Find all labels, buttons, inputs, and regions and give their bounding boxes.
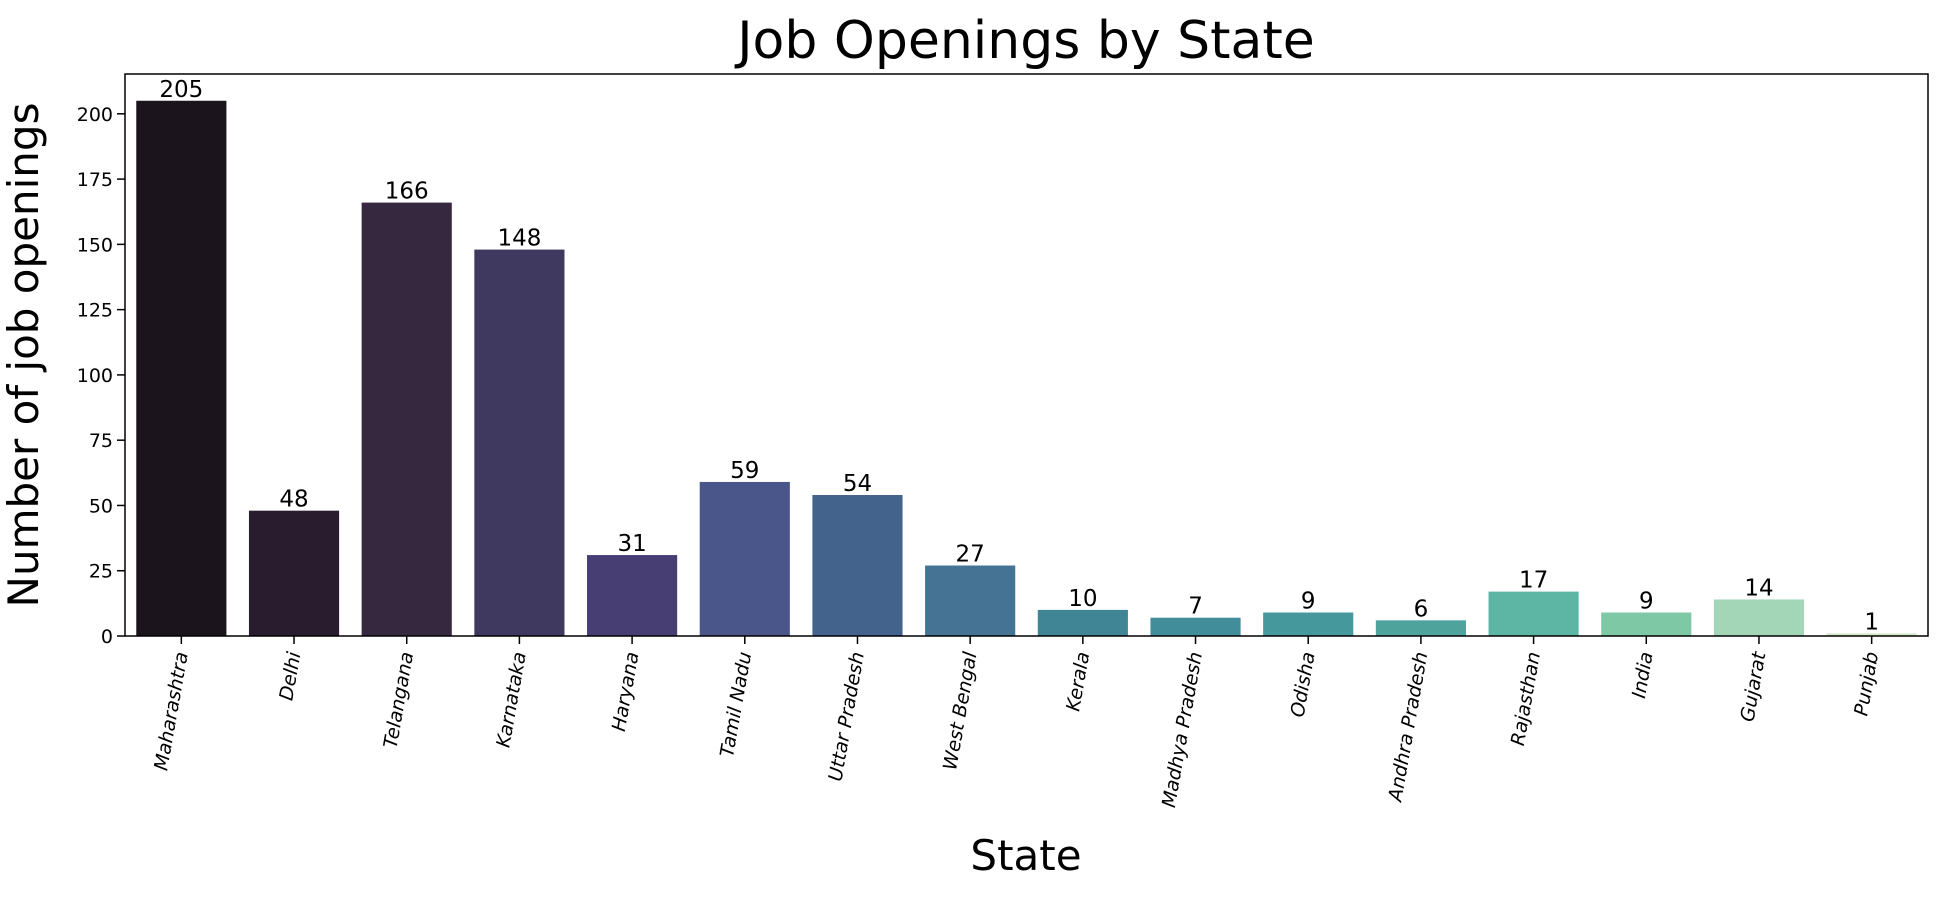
bar-value-label: 17: [1519, 568, 1548, 594]
bar-west-bengal: [925, 565, 1016, 636]
bar-value-label: 6: [1414, 596, 1429, 622]
y-tick-label: 100: [77, 365, 113, 387]
bar-value-label: 205: [159, 77, 203, 103]
bar-value-label: 10: [1068, 586, 1097, 612]
bar-value-label: 14: [1744, 575, 1773, 601]
bars: [136, 100, 1917, 636]
y-tick-label: 200: [77, 104, 113, 126]
x-tick-label: Telangana: [380, 650, 419, 750]
bar-value-label: 148: [497, 226, 541, 252]
x-axis: Maharashtra Delhi Telangana Karnataka Haryan…: [150, 636, 1883, 809]
plot-frame: [124, 73, 1929, 637]
y-tick-label: 0: [101, 626, 113, 648]
bar-value-label: 7: [1188, 594, 1203, 620]
x-tick-label: Odisha: [1287, 650, 1320, 719]
x-tick-label: Andhra Pradesh: [1384, 650, 1432, 805]
bar-madhya-pradesh: [1150, 617, 1241, 636]
bar-telangana: [361, 202, 452, 636]
bar-uttar-pradesh: [812, 495, 903, 636]
x-tick-label: Karnataka: [492, 650, 530, 749]
chart-title: Job Openings by State: [734, 11, 1315, 71]
x-tick-label: Kerala: [1062, 650, 1094, 713]
bar-value-label: 9: [1301, 589, 1316, 615]
bar-value-label: 1: [1864, 609, 1879, 635]
bar-haryana: [587, 555, 678, 636]
bar-rajasthan: [1488, 591, 1579, 636]
y-axis: 0 25 50 75 100 125 150 175 200: [77, 104, 125, 648]
x-tick-label: West Bengal: [939, 650, 982, 772]
data-labels: 205 48 166 148 31 59 54 27 10 7 9 6 17 9 14 1: [159, 77, 1879, 636]
bar-punjab: [1826, 633, 1917, 636]
x-tick-label: India: [1628, 650, 1658, 700]
x-tick-label: Gujarat: [1737, 649, 1771, 724]
bar-india: [1601, 612, 1692, 636]
y-tick-label: 50: [89, 495, 113, 517]
bar-maharashtra: [136, 100, 227, 636]
y-tick-label: 25: [89, 561, 113, 583]
bar-odisha: [1263, 612, 1354, 636]
x-tick-label: Maharashtra: [150, 650, 193, 772]
bar-value-label: 59: [730, 458, 759, 484]
bar-andhra-pradesh: [1375, 620, 1466, 636]
x-tick-label: Rajasthan: [1507, 650, 1545, 747]
x-tick-label: Delhi: [275, 649, 305, 702]
y-tick-label: 125: [77, 300, 113, 322]
y-tick-label: 175: [77, 169, 113, 191]
x-axis-label: State: [970, 831, 1081, 880]
bar-delhi: [248, 510, 340, 636]
bar-value-label: 54: [843, 471, 872, 497]
x-tick-label: Uttar Pradesh: [825, 650, 869, 783]
x-tick-label: Madhya Pradesh: [1158, 650, 1207, 809]
bar-value-label: 31: [617, 531, 646, 557]
bar-value-label: 9: [1639, 589, 1654, 615]
bar-value-label: 48: [279, 487, 308, 513]
bar-value-label: 166: [385, 179, 429, 205]
bar-value-label: 27: [956, 542, 985, 568]
x-tick-label: Punjab: [1850, 650, 1883, 717]
y-tick-label: 150: [77, 234, 113, 256]
bar-gujarat: [1713, 599, 1805, 636]
y-axis-label: Number of job openings: [0, 103, 48, 608]
x-tick-label: Haryana: [608, 650, 644, 733]
x-tick-label: Tamil Nadu: [716, 650, 756, 759]
y-tick-label: 75: [89, 430, 113, 452]
bar-karnataka: [474, 249, 565, 636]
bar-tamil-nadu: [699, 481, 790, 636]
bar-kerala: [1037, 609, 1128, 636]
